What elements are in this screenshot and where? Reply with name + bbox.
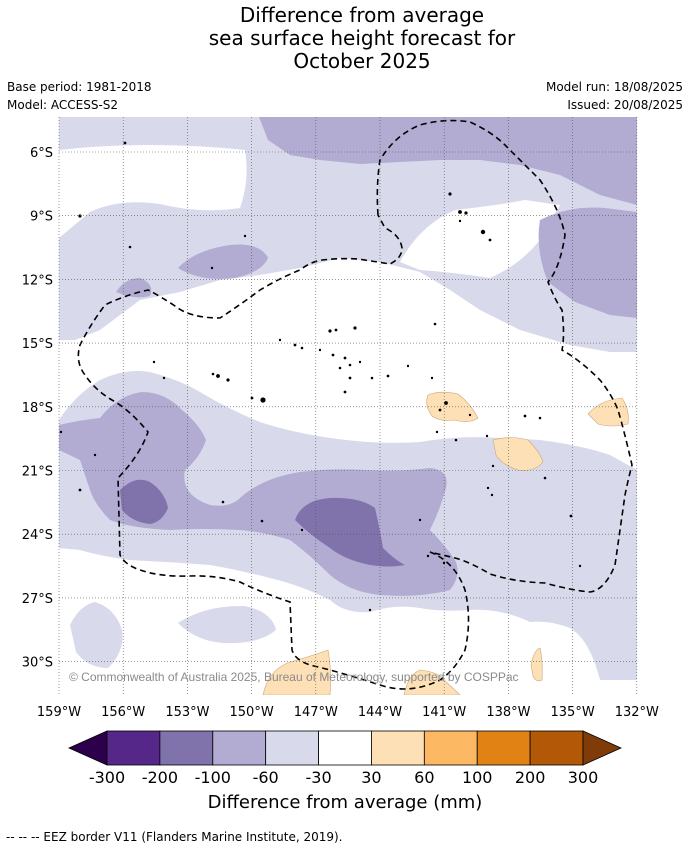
- copyright-notice: © Commonwealth of Australia 2025, Bureau…: [69, 670, 519, 684]
- colorbar-segment: [371, 730, 425, 766]
- colorbar-tick-label: -100: [195, 768, 231, 787]
- white-gap-north: [59, 145, 247, 238]
- lat-label: 24°S: [22, 528, 53, 543]
- anomaly-region-positive-6: [530, 647, 543, 682]
- anomaly-region-north-medium: [259, 117, 637, 205]
- model-run: Model run: 18/08/2025: [545, 80, 683, 94]
- lat-label: 18°S: [22, 401, 53, 416]
- colorbar-tick-label: 300: [568, 768, 599, 787]
- colorbar-tick-label: -300: [89, 768, 125, 787]
- lon-label: 153°W: [165, 705, 209, 720]
- colorbar-ticks: -300 -200 -100 -60 -30 30 60 100 200 300: [89, 768, 598, 787]
- map-title: Difference from average sea surface heig…: [0, 4, 690, 73]
- colorbar-tick-label: 30: [361, 768, 381, 787]
- base-period: Base period: 1981-2018: [7, 80, 152, 94]
- colorbar-extend-high: [582, 730, 622, 766]
- colorbar-segment: [423, 730, 478, 766]
- eez-legend: -- -- -- EEZ border V11 (Flanders Marine…: [6, 830, 343, 844]
- colorbar-label: Difference from average (mm): [207, 792, 483, 813]
- lat-label: 30°S: [22, 656, 53, 671]
- eez-border-line: [77, 119, 633, 690]
- lon-label: 141°W: [422, 705, 466, 720]
- colorbar-tick-label: -60: [253, 768, 279, 787]
- latitude-labels: 6°S 9°S 12°S 15°S 18°S 21°S 24°S 27°S 30°S: [22, 146, 53, 671]
- anomaly-region-nw-small: [116, 278, 152, 298]
- graticule: [58, 117, 638, 695]
- colorbar-tick-label: 60: [414, 768, 434, 787]
- islands: [59, 141, 582, 612]
- colorbar-segment: [529, 730, 584, 766]
- lon-label: 147°W: [294, 705, 338, 720]
- lat-label: 9°S: [30, 210, 53, 225]
- colorbar-segment: [476, 730, 531, 766]
- title-line-2: sea surface height forecast for: [208, 26, 516, 50]
- lon-label: 150°W: [230, 705, 274, 720]
- anomaly-region-east-medium: [538, 207, 637, 318]
- colorbar-segment: [106, 730, 161, 766]
- lat-label: 15°S: [22, 337, 53, 352]
- lon-label: 132°W: [615, 705, 659, 720]
- anomaly-region-positive-2: [492, 437, 544, 471]
- lat-label: 27°S: [22, 592, 53, 607]
- colorbar-tick-label: 200: [515, 768, 546, 787]
- anomaly-region-sw-dark: [120, 479, 168, 524]
- colorbar-tick-label: -200: [142, 768, 178, 787]
- lon-label: 144°W: [358, 705, 402, 720]
- white-pocket-ne: [400, 200, 560, 278]
- lat-label: 6°S: [30, 146, 53, 161]
- anomaly-region-nw-medium: [178, 244, 268, 279]
- colorbar-tick-label: 100: [462, 768, 493, 787]
- lat-label: 21°S: [22, 465, 53, 480]
- title-line-3: October 2025: [293, 49, 431, 73]
- lon-label: 159°W: [37, 705, 81, 720]
- colorbar-segment: [159, 730, 214, 766]
- lon-label: 138°W: [486, 705, 530, 720]
- meta-left: Base period: 1981-2018 Model: ACCESS-S2: [7, 78, 152, 114]
- colorbar-segment: [318, 730, 372, 766]
- anomaly-region-sw-light: [70, 602, 123, 668]
- colorbar: [68, 730, 622, 766]
- anomaly-region-positive-3: [587, 397, 629, 427]
- lon-label: 135°W: [551, 705, 595, 720]
- anomaly-region-positive-4: [262, 649, 331, 695]
- anomaly-region-south-dark: [295, 497, 405, 567]
- colorbar-segment: [212, 730, 267, 766]
- colorbar-extend-low: [68, 730, 108, 766]
- sea-height-field: [59, 117, 637, 695]
- title-line-1: Difference from average: [239, 3, 485, 27]
- longitude-labels: 159°W 156°W 153°W 150°W 147°W 144°W 141°W 138°W…: [37, 705, 659, 720]
- issued-date: Issued: 20/08/2025: [567, 98, 683, 112]
- anomaly-region-positive-5: [403, 669, 461, 695]
- lat-label: 12°S: [22, 273, 53, 288]
- colorbar-tick-label: -30: [305, 768, 331, 787]
- meta-right: Model run: 18/08/2025 Issued: 20/08/2025: [546, 78, 683, 114]
- colorbar-segment: [265, 730, 319, 766]
- model-name: Model: ACCESS-S2: [7, 98, 119, 112]
- lon-label: 156°W: [101, 705, 145, 720]
